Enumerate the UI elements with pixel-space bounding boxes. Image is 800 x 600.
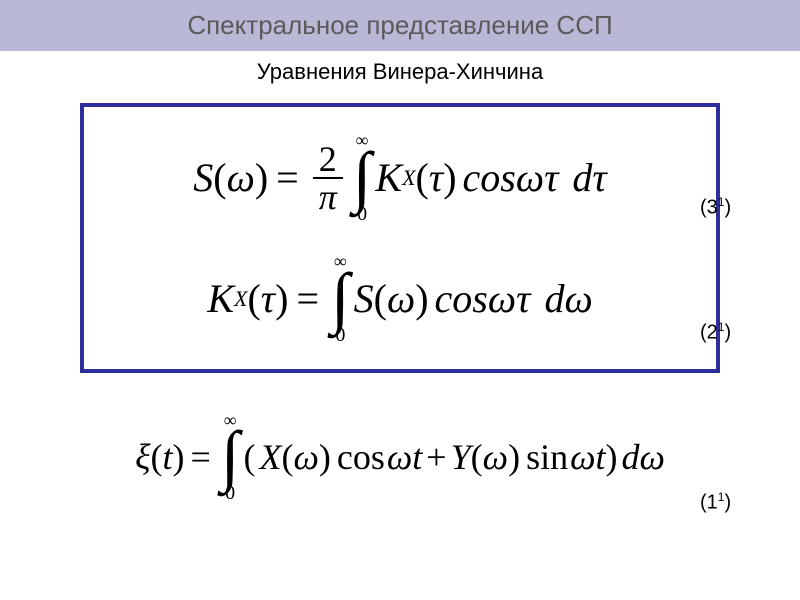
eq3-t1-func: X — [259, 436, 281, 478]
paren-close: ) — [606, 436, 618, 478]
eq-label-1: (31) — [700, 195, 731, 220]
eq2-lhs-func: K — [207, 275, 234, 322]
eq1-fraction: 2 π — [313, 141, 343, 215]
eq2-lhs-sub: X — [234, 286, 247, 312]
eq3-int-lower: 0 — [225, 485, 235, 501]
eq2-int-lower: 0 — [335, 327, 345, 343]
label2-close: ) — [724, 322, 731, 344]
equation-1: S ( ω ) = 2 π ∞ ∫ 0 K X ( τ ) cos ωτ dτ — [193, 133, 607, 221]
eq1-trig-arg: ωτ — [516, 154, 559, 201]
equation-box: S ( ω ) = 2 π ∞ ∫ 0 K X ( τ ) cos ωτ dτ … — [80, 103, 720, 373]
eq1-integrand-arg: τ — [429, 154, 443, 201]
integral-icon: ∫ — [331, 269, 350, 327]
paren-open: ( — [416, 154, 429, 201]
eq1-integrand-sub: X — [402, 165, 415, 191]
equation-3-container: ξ ( t ) = ∞ ∫ 0 ( X ( ω ) cos ωt + Y ( ω… — [0, 413, 800, 501]
eq3-t1-arg: ω — [293, 436, 318, 478]
paren-open: ( — [374, 275, 387, 322]
eq-label-2: (21) — [700, 320, 731, 345]
eq3-t1-trig: cos — [337, 436, 385, 478]
paren-open: ( — [213, 154, 226, 201]
title-bar: Спектральное представление ССП — [0, 0, 800, 51]
paren-close: ) — [255, 154, 268, 201]
equals: = — [276, 154, 299, 201]
eq2-integrand-func: S — [354, 275, 374, 322]
label3-base: (1 — [700, 492, 718, 514]
paren-close: ) — [443, 154, 456, 201]
eq3-lhs-arg: t — [162, 436, 172, 478]
paren-close: ) — [415, 275, 428, 322]
label3-close: ) — [724, 492, 731, 514]
equation-3: ξ ( t ) = ∞ ∫ 0 ( X ( ω ) cos ωt + Y ( ω… — [0, 413, 800, 501]
paren-open: ( — [281, 436, 293, 478]
paren-close: ) — [275, 275, 288, 322]
eq2-trig: cos — [435, 275, 488, 322]
integral-icon: ∫ — [353, 148, 372, 206]
eq3-t2-func: Y — [451, 436, 471, 478]
eq3-plus: + — [426, 436, 446, 478]
paren-open: ( — [150, 436, 162, 478]
paren-open: ( — [247, 275, 260, 322]
eq1-diff: dτ — [572, 154, 606, 201]
subtitle-text: Уравнения Винера-Хинчина — [257, 59, 543, 84]
eq3-t1-targ: ωt — [387, 436, 422, 478]
label1-close: ) — [724, 197, 731, 219]
paren-open: ( — [243, 436, 255, 478]
eq3-diff: dω — [622, 436, 665, 478]
eq1-integrand-func: K — [375, 154, 402, 201]
page-title: Спектральное представление ССП — [187, 10, 612, 40]
eq2-diff: dω — [544, 275, 592, 322]
eq1-integral: ∞ ∫ 0 — [353, 133, 372, 221]
eq3-t2-targ: ωt — [570, 436, 605, 478]
eq3-t2-trig: sin — [526, 436, 568, 478]
eq2-lhs-arg: τ — [261, 275, 275, 322]
eq2-integrand-arg: ω — [387, 275, 415, 322]
eq2-trig-arg: ωτ — [488, 275, 531, 322]
label1-base: (3 — [700, 197, 718, 219]
eq1-frac-num: 2 — [313, 141, 343, 179]
eq-label-3: (11) — [700, 490, 731, 515]
paren-open: ( — [471, 436, 483, 478]
paren-close: ) — [173, 436, 185, 478]
paren-close: ) — [319, 436, 331, 478]
equals: = — [296, 275, 319, 322]
eq1-int-lower: 0 — [357, 206, 367, 222]
eq3-integral: ∞ ∫ 0 — [221, 413, 240, 501]
eq1-frac-den: π — [313, 179, 343, 215]
equation-2: K X ( τ ) = ∞ ∫ 0 S ( ω ) cos ωτ dω — [207, 254, 592, 342]
eq3-t2-arg: ω — [483, 436, 508, 478]
subtitle: Уравнения Винера-Хинчина — [0, 59, 800, 85]
eq2-integral: ∞ ∫ 0 — [331, 254, 350, 342]
eq3-lhs-func: ξ — [135, 436, 150, 478]
eq1-lhs-func: S — [193, 154, 213, 201]
integral-icon: ∫ — [221, 427, 240, 485]
eq1-lhs-arg: ω — [227, 154, 255, 201]
equals: = — [191, 436, 211, 478]
label2-base: (2 — [700, 322, 718, 344]
eq1-trig: cos — [463, 154, 516, 201]
paren-close: ) — [508, 436, 520, 478]
